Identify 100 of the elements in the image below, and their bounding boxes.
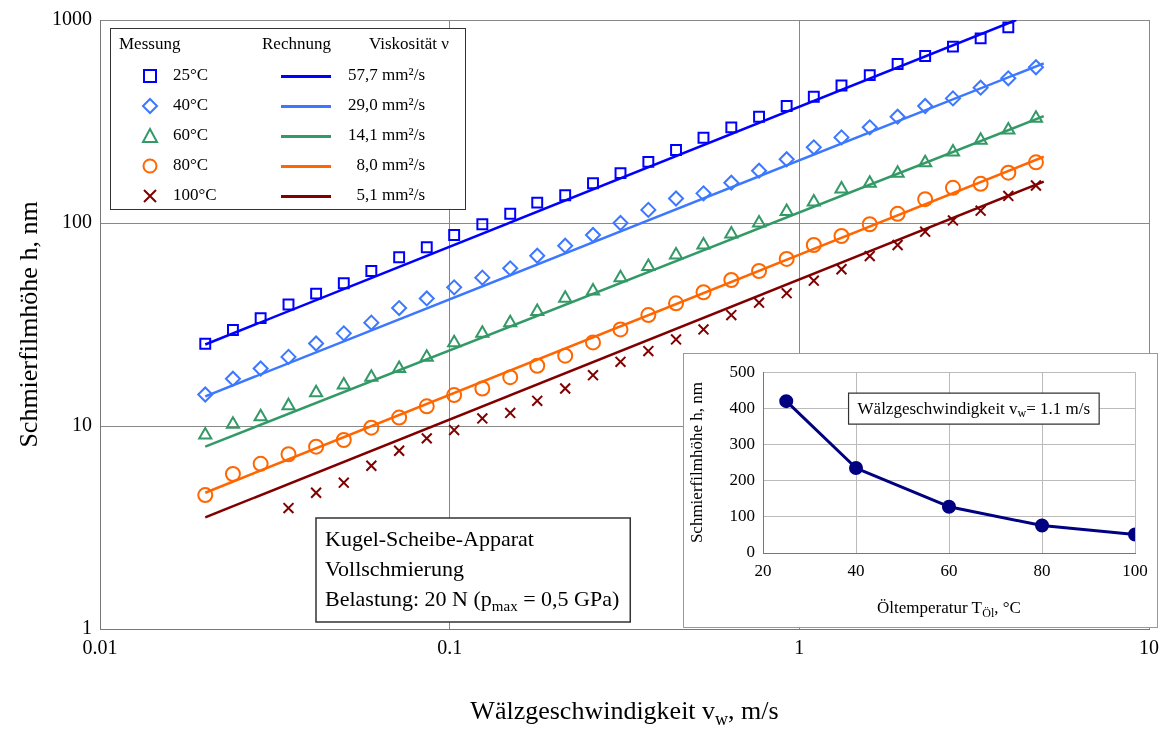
y-tick-label: 300: [729, 433, 755, 453]
point: [224, 370, 241, 387]
point: [557, 347, 574, 364]
point: [420, 241, 433, 254]
point: [336, 377, 351, 390]
y-tick-label: 10: [72, 413, 92, 436]
point: [724, 225, 739, 239]
point: [337, 277, 350, 290]
point: [198, 427, 213, 440]
point: [363, 314, 380, 331]
point: [227, 324, 239, 336]
point: [974, 32, 987, 45]
point: [919, 50, 932, 62]
point: [725, 121, 738, 134]
point: [531, 196, 544, 209]
point: [778, 151, 795, 168]
point: [805, 237, 822, 254]
point: [587, 177, 599, 190]
point: [945, 143, 961, 157]
point: [224, 466, 241, 483]
point: [668, 190, 685, 207]
legend-label: 80°C: [172, 154, 210, 177]
point: [364, 369, 379, 382]
point: [418, 398, 435, 415]
point: [891, 58, 904, 70]
point: [849, 461, 863, 476]
annotation: Rechnung: [262, 33, 331, 55]
point: [723, 271, 740, 288]
point: [529, 357, 546, 374]
x-tick-label: 0.1: [437, 636, 463, 659]
y-axis-title: Schmierfilmhöhe h, nm: [13, 201, 43, 448]
point: [805, 139, 822, 156]
point: [529, 247, 546, 264]
point: [391, 409, 408, 426]
point: [670, 144, 682, 156]
point: [861, 216, 878, 233]
point: [695, 284, 712, 301]
point: [1027, 59, 1044, 76]
point: [779, 394, 794, 409]
x-tick-label: 0.01: [82, 636, 118, 659]
point: [751, 263, 768, 280]
point: [474, 269, 491, 286]
point: [308, 335, 325, 352]
point: [944, 179, 961, 196]
annotation: Kugel-Scheibe-Apparat: [325, 525, 534, 551]
point: [418, 290, 435, 307]
point: [973, 132, 988, 145]
point: [585, 226, 602, 243]
point: [280, 446, 297, 463]
point: [779, 203, 794, 216]
point: [862, 175, 877, 188]
point: [889, 108, 906, 125]
point: [363, 419, 380, 436]
y-tick-label: 1: [82, 616, 92, 639]
point: [695, 185, 712, 202]
x-tick-label: 40: [847, 560, 865, 580]
x-tick-label: 1: [794, 636, 805, 659]
x-tick-label: 80: [1033, 560, 1051, 580]
point: [834, 181, 849, 194]
point: [585, 334, 602, 351]
point: [889, 205, 906, 222]
y-axis-title: Schmierfilmhöhe h, nm: [687, 382, 707, 544]
point: [585, 283, 601, 296]
legend-label: 8,0 mm²/s: [355, 154, 425, 177]
point: [252, 455, 269, 472]
point: [612, 215, 629, 231]
point: [446, 279, 463, 296]
point: [917, 191, 934, 208]
point: [1028, 110, 1044, 123]
y-tick-label: 1000: [52, 7, 92, 30]
point: [503, 314, 518, 328]
point: [1000, 70, 1017, 87]
point: [557, 237, 574, 254]
point: [335, 432, 352, 449]
point: [614, 167, 627, 180]
point: [447, 334, 462, 348]
point: [972, 175, 989, 192]
point: [558, 290, 573, 303]
point: [668, 246, 684, 260]
point: [199, 337, 212, 350]
legend-label: 29,0 mm²/s: [347, 94, 425, 117]
point: [640, 307, 657, 324]
point: [861, 119, 878, 136]
point: [751, 162, 768, 179]
point: [1001, 122, 1016, 135]
point: [642, 155, 655, 168]
point: [197, 487, 214, 504]
legend-label: 60°C: [172, 124, 210, 147]
point: [641, 258, 656, 272]
x-tick-label: 20: [754, 560, 772, 580]
point: [392, 360, 407, 373]
point: [474, 380, 491, 397]
point: [806, 193, 821, 207]
x-tick-label: 10: [1139, 636, 1159, 659]
y-tick-label: 100: [729, 506, 755, 526]
point: [253, 408, 268, 422]
point: [696, 237, 711, 250]
point: [778, 250, 795, 267]
point: [282, 298, 295, 311]
point: [833, 129, 850, 146]
